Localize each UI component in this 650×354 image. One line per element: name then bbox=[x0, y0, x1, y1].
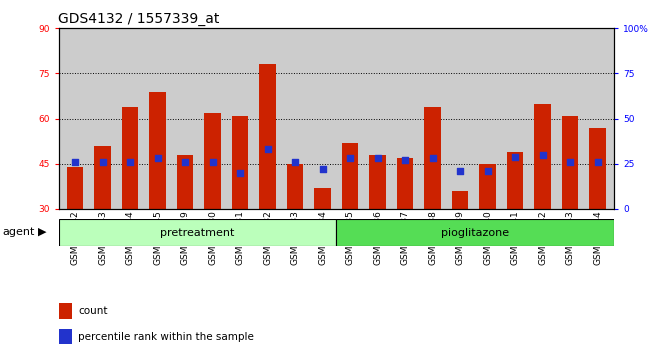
Point bbox=[180, 159, 190, 165]
Point bbox=[152, 155, 162, 161]
Bar bbox=[342, 143, 358, 209]
Bar bbox=[315, 188, 331, 209]
Bar bbox=[67, 167, 83, 209]
Bar bbox=[534, 104, 551, 209]
Point bbox=[455, 168, 465, 174]
Text: count: count bbox=[78, 306, 107, 316]
Point bbox=[317, 166, 328, 172]
Point bbox=[510, 154, 521, 159]
Bar bbox=[58, 303, 72, 319]
Bar bbox=[58, 219, 337, 246]
Point bbox=[593, 159, 603, 165]
Bar bbox=[287, 164, 304, 209]
Point bbox=[372, 155, 383, 161]
Bar bbox=[369, 155, 386, 209]
Bar bbox=[259, 64, 276, 209]
Bar bbox=[204, 113, 221, 209]
Bar bbox=[337, 219, 614, 246]
Point bbox=[565, 159, 575, 165]
Bar bbox=[177, 155, 193, 209]
Point bbox=[125, 159, 135, 165]
Bar bbox=[122, 107, 138, 209]
Point bbox=[207, 159, 218, 165]
Point bbox=[482, 168, 493, 174]
Bar bbox=[150, 92, 166, 209]
Bar bbox=[397, 158, 413, 209]
Bar bbox=[562, 115, 578, 209]
Point bbox=[70, 159, 80, 165]
Point bbox=[538, 152, 548, 158]
Point bbox=[98, 159, 108, 165]
Text: ▶: ▶ bbox=[38, 227, 46, 237]
Point bbox=[290, 159, 300, 165]
Bar bbox=[232, 115, 248, 209]
Text: percentile rank within the sample: percentile rank within the sample bbox=[78, 332, 254, 342]
Text: agent: agent bbox=[2, 227, 34, 237]
Text: pioglitazone: pioglitazone bbox=[441, 228, 510, 238]
Point bbox=[263, 147, 273, 152]
Point bbox=[400, 157, 410, 163]
Point bbox=[345, 155, 356, 161]
Bar bbox=[590, 128, 606, 209]
Point bbox=[235, 170, 245, 176]
Point bbox=[428, 155, 438, 161]
Bar bbox=[480, 164, 496, 209]
Bar bbox=[58, 329, 72, 344]
Bar bbox=[507, 152, 523, 209]
Text: pretreatment: pretreatment bbox=[161, 228, 235, 238]
Text: GDS4132 / 1557339_at: GDS4132 / 1557339_at bbox=[58, 12, 220, 26]
Bar bbox=[94, 146, 111, 209]
Bar bbox=[424, 107, 441, 209]
Bar bbox=[452, 191, 469, 209]
